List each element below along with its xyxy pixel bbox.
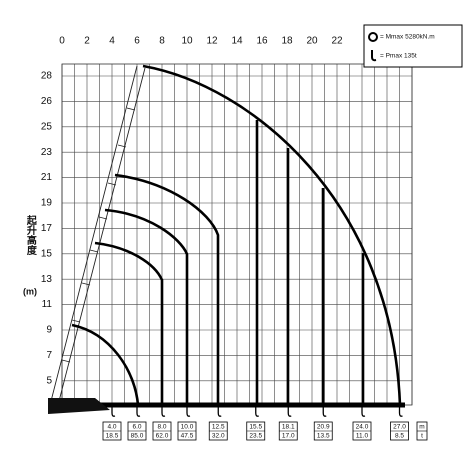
- x-label: 18: [281, 36, 293, 47]
- load: 17.0: [282, 433, 295, 440]
- load: 18.5: [106, 433, 119, 440]
- y-label: 17: [41, 223, 53, 234]
- radius: 4.0: [107, 424, 116, 431]
- hook: [398, 407, 403, 417]
- y-label: 5: [46, 375, 52, 386]
- radius: 12.5: [212, 424, 225, 431]
- load: 13.5: [317, 433, 330, 440]
- grid: [61, 63, 413, 406]
- unit: t: [421, 433, 423, 440]
- x-label: 16: [256, 36, 268, 47]
- hook: [217, 407, 222, 417]
- load: 23.5: [249, 433, 262, 440]
- boom: [49, 65, 146, 406]
- y-label: 7: [46, 350, 52, 361]
- y-label: 23: [41, 147, 53, 158]
- y-label: 15: [41, 248, 53, 259]
- legend: = Mmax 5280kN.m = Pmax 135t: [363, 24, 463, 68]
- y-label: 9: [46, 325, 52, 336]
- unit: m: [419, 424, 424, 431]
- hook: [111, 407, 116, 417]
- load: 47.5: [181, 433, 194, 440]
- hook: [322, 407, 327, 417]
- legend-label: = Mmax 5280kN.m: [380, 34, 435, 41]
- hook: [136, 407, 141, 417]
- y-label: 25: [41, 121, 53, 132]
- x-label: 6: [134, 36, 140, 47]
- radius: 10.0: [181, 424, 194, 431]
- hook: [287, 407, 292, 417]
- radius: 8.0: [157, 424, 166, 431]
- load: 62.0: [156, 433, 169, 440]
- y-title: 起升高度: [24, 214, 37, 256]
- y-label: 21: [41, 172, 53, 183]
- x-label: 8: [159, 36, 165, 47]
- y-label: 11: [42, 299, 53, 310]
- x-label: 2: [84, 36, 90, 47]
- legend-label: = Pmax 135t: [380, 53, 417, 60]
- load: 11.0: [356, 433, 369, 440]
- x-label: 10: [181, 36, 193, 47]
- load: 8.5: [395, 433, 404, 440]
- x-label: 20: [306, 36, 318, 47]
- y-label: 28: [41, 71, 53, 82]
- x-label: 22: [331, 36, 343, 47]
- radius: 18.1: [282, 424, 295, 431]
- work-curves: [71, 64, 402, 406]
- load: 85.0: [131, 433, 144, 440]
- hook: [255, 407, 259, 417]
- radius: 27.0: [393, 424, 406, 431]
- y-label: 13: [41, 274, 53, 285]
- y-label: 26: [41, 96, 53, 107]
- y-label: 19: [41, 198, 53, 209]
- radius: 20.9: [317, 424, 330, 431]
- x-label: 12: [206, 36, 218, 47]
- hook: [361, 407, 366, 417]
- radius: 24.0: [356, 424, 369, 431]
- x-label: 4: [109, 36, 115, 47]
- radius: 6.0: [132, 424, 141, 431]
- x-label: 0: [59, 36, 65, 47]
- load: 32.0: [212, 433, 225, 440]
- x-label: 14: [231, 36, 243, 47]
- y-unit: (m): [23, 286, 37, 296]
- hook: [161, 407, 166, 417]
- hook: [186, 407, 191, 417]
- crane-base: [48, 398, 110, 414]
- radius: 15.5: [249, 424, 262, 431]
